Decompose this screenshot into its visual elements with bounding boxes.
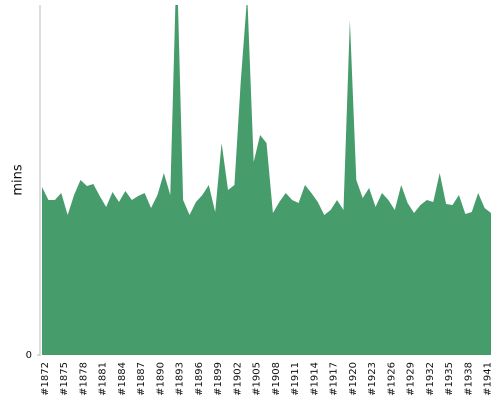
x-tick-label: #1896 — [194, 362, 205, 396]
x-tick-label: #1914 — [309, 362, 320, 396]
x-tick-label: #1884 — [117, 362, 128, 396]
x-tick-label: #1875 — [59, 362, 70, 396]
x-tick-label: #1890 — [155, 362, 166, 396]
x-tick-label: #1878 — [78, 362, 89, 396]
x-tick-label: #1908 — [271, 362, 282, 396]
x-tick-label: #1911 — [290, 362, 301, 396]
x-tick-label: #1899 — [213, 362, 224, 396]
x-tick-label: #1932 — [425, 362, 436, 396]
x-tick-label: #1887 — [136, 362, 147, 396]
y-axis-label: mins — [11, 164, 26, 196]
x-tick-label: #1905 — [252, 362, 263, 396]
x-tick-label: #1926 — [386, 362, 397, 396]
area — [42, 5, 491, 355]
x-tick-label: #1872 — [40, 362, 51, 396]
x-tick-label: #1902 — [232, 362, 243, 396]
x-tick-label: #1938 — [463, 362, 474, 396]
plot-area — [42, 5, 491, 355]
x-tick-label: #1923 — [367, 362, 378, 396]
x-tick-label: #1917 — [329, 362, 340, 396]
x-tick-label: #1920 — [348, 362, 359, 396]
x-tick-label: #1935 — [444, 362, 455, 396]
x-tick-label: #1929 — [406, 362, 417, 396]
x-tick-label: #1893 — [175, 362, 186, 396]
x-tick-label: #1881 — [98, 362, 109, 396]
y-tick-label: 0 — [26, 350, 32, 361]
x-tick-label: #1941 — [483, 362, 494, 396]
